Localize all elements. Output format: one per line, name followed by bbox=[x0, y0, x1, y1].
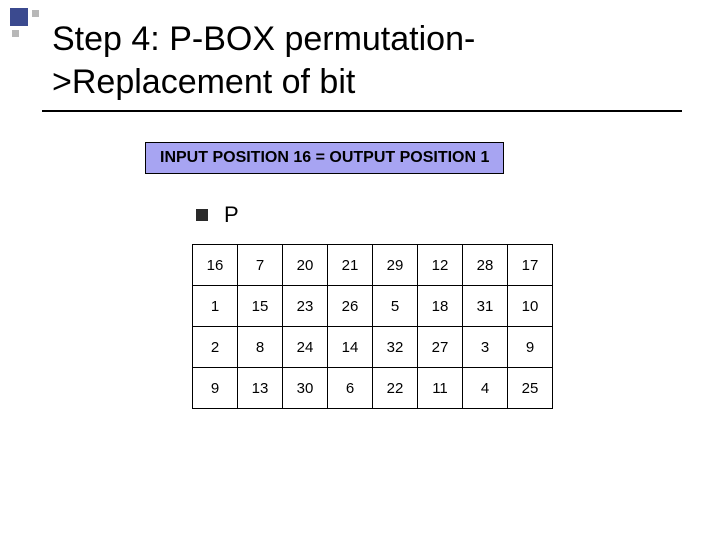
table-cell: 2 bbox=[193, 327, 238, 368]
table-cell: 12 bbox=[418, 245, 463, 286]
table-label-row: P bbox=[196, 202, 239, 228]
table-cell: 8 bbox=[238, 327, 283, 368]
p-box-table: 16 7 20 21 29 12 28 17 1 15 23 26 5 18 3… bbox=[192, 244, 553, 409]
table-cell: 31 bbox=[463, 286, 508, 327]
table-label: P bbox=[224, 202, 239, 228]
table-cell: 4 bbox=[463, 368, 508, 409]
table-cell: 24 bbox=[283, 327, 328, 368]
table-cell: 20 bbox=[283, 245, 328, 286]
decoration-square-small-1 bbox=[32, 10, 39, 17]
note-box: INPUT POSITION 16 = OUTPUT POSITION 1 bbox=[145, 142, 504, 174]
table-cell: 14 bbox=[328, 327, 373, 368]
table-cell: 5 bbox=[373, 286, 418, 327]
table-cell: 17 bbox=[508, 245, 553, 286]
table-cell: 16 bbox=[193, 245, 238, 286]
table-cell: 23 bbox=[283, 286, 328, 327]
table-cell: 30 bbox=[283, 368, 328, 409]
decoration-square-large bbox=[10, 8, 28, 26]
table-row: 9 13 30 6 22 11 4 25 bbox=[193, 368, 553, 409]
bullet-icon bbox=[196, 209, 208, 221]
slide-title: Step 4: P-BOX permutation->Replacement o… bbox=[52, 18, 672, 103]
table-cell: 15 bbox=[238, 286, 283, 327]
table-cell: 6 bbox=[328, 368, 373, 409]
title-underline bbox=[42, 110, 682, 112]
table-cell: 25 bbox=[508, 368, 553, 409]
table-cell: 11 bbox=[418, 368, 463, 409]
table-cell: 9 bbox=[193, 368, 238, 409]
table-cell: 7 bbox=[238, 245, 283, 286]
table-cell: 10 bbox=[508, 286, 553, 327]
table-cell: 28 bbox=[463, 245, 508, 286]
table-cell: 18 bbox=[418, 286, 463, 327]
table-cell: 1 bbox=[193, 286, 238, 327]
table-cell: 9 bbox=[508, 327, 553, 368]
corner-decoration bbox=[10, 8, 56, 54]
table-cell: 29 bbox=[373, 245, 418, 286]
table-row: 1 15 23 26 5 18 31 10 bbox=[193, 286, 553, 327]
table-cell: 22 bbox=[373, 368, 418, 409]
table-row: 2 8 24 14 32 27 3 9 bbox=[193, 327, 553, 368]
table-cell: 21 bbox=[328, 245, 373, 286]
table-cell: 32 bbox=[373, 327, 418, 368]
table-cell: 27 bbox=[418, 327, 463, 368]
table-row: 16 7 20 21 29 12 28 17 bbox=[193, 245, 553, 286]
table-cell: 26 bbox=[328, 286, 373, 327]
table-cell: 13 bbox=[238, 368, 283, 409]
decoration-square-small-2 bbox=[12, 30, 19, 37]
table-cell: 3 bbox=[463, 327, 508, 368]
